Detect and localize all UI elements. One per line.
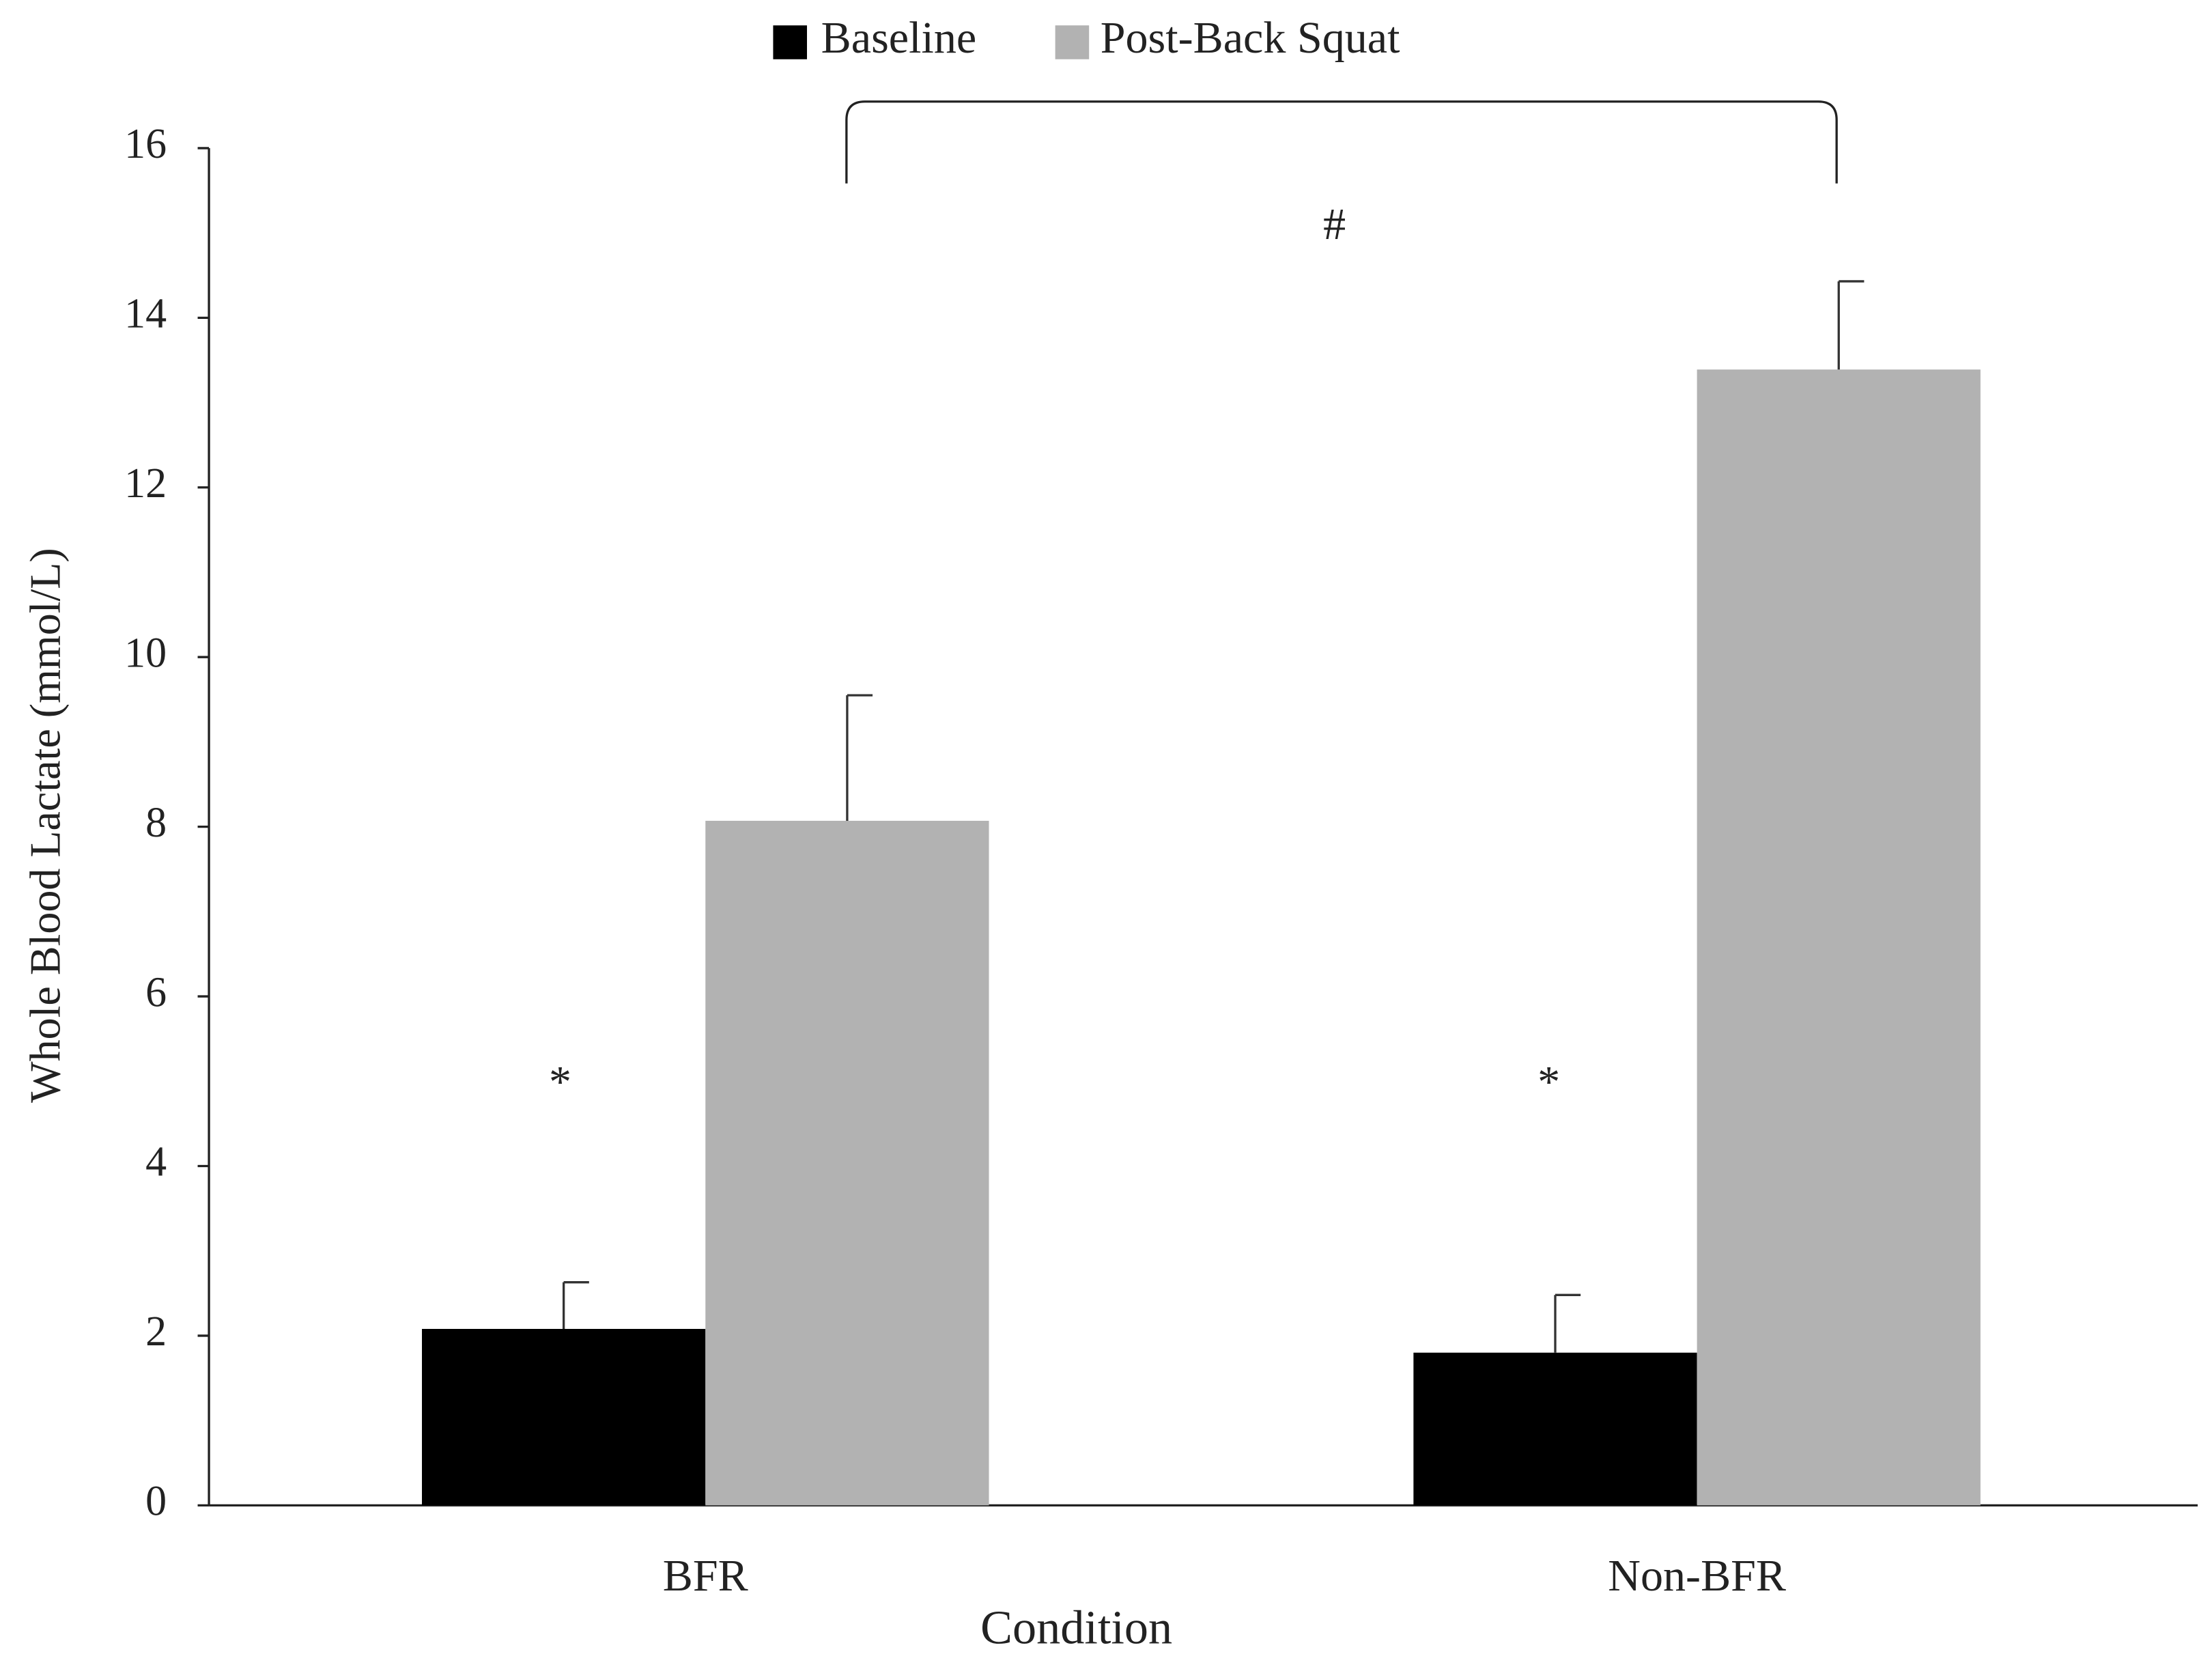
y-tick-label: 10 [124, 630, 167, 676]
error-bar [1554, 1293, 1581, 1353]
significance-marker: # [1323, 199, 1346, 249]
y-axis-title: Whole Blood Lactate (mmol/L) [20, 548, 69, 1103]
x-tick-label: Non-BFR [1608, 1551, 1786, 1601]
y-tick-label: 4 [145, 1139, 167, 1186]
error-bar [1837, 280, 1864, 370]
error-bar [562, 1281, 589, 1329]
bar [422, 1328, 706, 1506]
legend-swatch [773, 25, 808, 59]
legend-label: Post-Back Squat [1101, 13, 1400, 63]
error-bar [846, 694, 873, 821]
bar [1413, 1352, 1697, 1506]
y-tick-label: 12 [124, 460, 167, 507]
y-tick-label: 8 [145, 800, 167, 846]
x-tick-label: BFR [663, 1551, 748, 1601]
significance-marker: * [549, 1057, 571, 1107]
bar [1697, 369, 1981, 1506]
y-tick-label: 0 [145, 1478, 167, 1525]
y-tick-label: 2 [145, 1308, 167, 1355]
legend-label: Baseline [821, 13, 977, 63]
legend-swatch [1055, 25, 1090, 59]
bar [705, 820, 989, 1506]
significance-marker: * [1537, 1057, 1560, 1107]
y-tick-label: 6 [145, 969, 167, 1015]
y-tick-label: 16 [124, 121, 167, 167]
significance-bracket [845, 100, 1838, 184]
y-tick-label: 14 [124, 291, 167, 337]
x-axis-title: Condition [980, 1601, 1172, 1654]
